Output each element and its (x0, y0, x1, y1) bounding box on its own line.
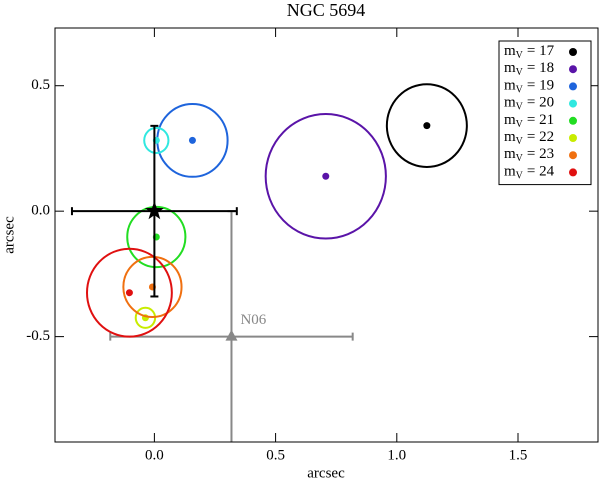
legend-symbol: m (504, 95, 516, 111)
legend-marker (569, 134, 577, 142)
legend-marker (569, 116, 577, 125)
ref-label: N06 (240, 312, 266, 328)
legend-marker (569, 168, 577, 177)
legend-symbol: m (504, 78, 516, 94)
legend-marker (569, 48, 577, 56)
x-tick-label: 1.5 (509, 447, 528, 463)
legend-label: mV = 22 (504, 129, 554, 147)
point (423, 122, 431, 130)
legend-label: mV = 17 (504, 43, 555, 61)
legend-label: mV = 21 (504, 112, 554, 130)
ref-marker (225, 329, 238, 341)
legend-symbol: m (504, 164, 516, 180)
error-circle (385, 83, 468, 169)
legend-marker (569, 82, 577, 91)
center-star (144, 201, 164, 220)
y-tick-label: -0.5 (26, 328, 50, 344)
legend-name: = 23 (527, 147, 554, 163)
legend-name: = 17 (527, 43, 555, 59)
plot-frame (54, 27, 599, 443)
legend-label: mV = 19 (504, 78, 554, 96)
chart-title: NGC 5694 (287, 0, 366, 20)
legend-symbol: m (504, 61, 516, 77)
legend-name: = 22 (527, 129, 554, 145)
error-circle (143, 126, 170, 154)
plot-area (70, 83, 468, 442)
legend-symbol-sub: V (516, 50, 524, 61)
legend-symbol-sub: V (516, 136, 524, 147)
legend-name: = 18 (527, 61, 554, 77)
legend-symbol: m (504, 112, 516, 128)
legend-box (498, 40, 592, 186)
legend-symbol-sub: V (516, 119, 524, 130)
legend-symbol-sub: V (516, 67, 524, 78)
legend-marker (569, 65, 577, 74)
point (125, 289, 133, 297)
legend-label: mV = 18 (504, 61, 554, 79)
legend-label: mV = 20 (504, 95, 554, 113)
y-tick-label: 0.5 (31, 77, 50, 93)
legend-symbol-sub: V (516, 102, 524, 113)
legend-name: = 24 (527, 164, 555, 180)
legend-name: = 20 (527, 95, 554, 111)
legend-marker (569, 151, 577, 160)
y-tick-label: 0.0 (31, 203, 50, 219)
legend-label: mV = 24 (504, 164, 555, 182)
legend-name: = 21 (527, 112, 554, 128)
x-tick-label: 0.0 (145, 447, 164, 463)
legend-label: mV = 23 (504, 147, 554, 165)
x-tick-label: 1.0 (387, 447, 406, 463)
legend-symbol-sub: V (516, 153, 524, 164)
x-axis-label: arcsec (307, 465, 345, 481)
point (322, 172, 330, 180)
error-circle (85, 247, 173, 338)
error-circle (264, 113, 387, 240)
legend-symbol-sub: V (516, 171, 524, 182)
legend-symbol: m (504, 129, 516, 145)
y-axis-label: arcsec (1, 216, 17, 254)
legend-symbol-sub: V (516, 85, 524, 96)
legend-name: = 19 (527, 78, 554, 94)
legend-symbol: m (504, 147, 516, 163)
legend-marker (569, 99, 577, 108)
point (188, 136, 196, 144)
legend-symbol: m (504, 43, 516, 59)
x-tick-label: 0.5 (266, 447, 285, 463)
